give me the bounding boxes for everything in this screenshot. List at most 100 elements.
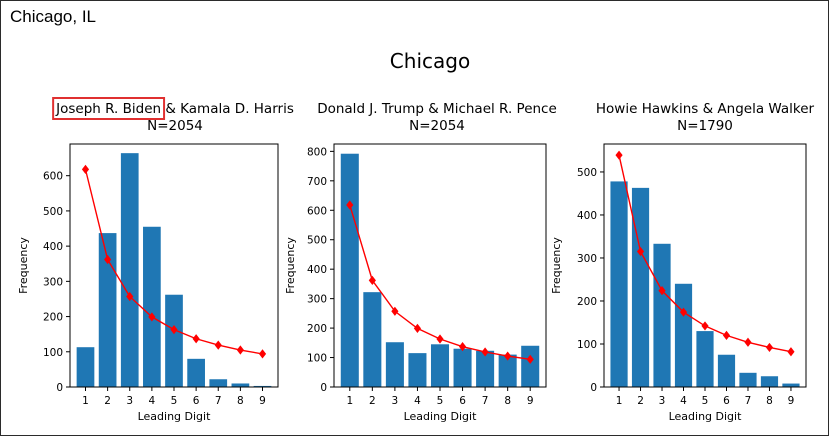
chart-3-bar-7 bbox=[739, 372, 757, 387]
chart-1-ytick-label-200: 200 bbox=[43, 312, 63, 324]
chart-1-ylabel: Frequency bbox=[17, 237, 30, 294]
chart-2-expected-marker-7 bbox=[481, 347, 489, 357]
chart-3-xtick-label-9: 9 bbox=[788, 395, 795, 407]
chart-2-bar-6 bbox=[453, 348, 472, 387]
chart-3-ytick-label-0: 0 bbox=[590, 382, 597, 394]
chart-2-ytick-label-0: 0 bbox=[320, 382, 327, 394]
chart-3-ytick-label-500: 500 bbox=[577, 167, 597, 179]
chart-1-title-highlight-box[interactable] bbox=[52, 97, 166, 120]
chart-2-bar-4 bbox=[408, 353, 427, 387]
chart-2-ytick-label-400: 400 bbox=[307, 264, 327, 276]
chart-2-expected-marker-2 bbox=[368, 275, 376, 285]
chart-2-xtick-label-2: 2 bbox=[369, 395, 376, 407]
chart-2-xtick-label-4: 4 bbox=[414, 395, 421, 407]
chart-3-ytick-label-400: 400 bbox=[577, 210, 597, 222]
chart-1-expected-marker-6 bbox=[192, 334, 200, 344]
chart-1-expected-marker-9 bbox=[258, 349, 267, 359]
chart-3-title: Howie Hawkins & Angela Walker bbox=[596, 101, 815, 117]
chart-1-xtick-label-9: 9 bbox=[259, 395, 266, 407]
chart-1-bar-4 bbox=[143, 226, 161, 387]
chart-2-ytick-label-300: 300 bbox=[307, 294, 327, 306]
chart-1-ytick-label-500: 500 bbox=[43, 206, 63, 218]
chart-3-expected-marker-4 bbox=[679, 307, 688, 317]
chart-2-bar-9 bbox=[521, 345, 540, 387]
chart-3-xtick-label-8: 8 bbox=[766, 395, 773, 407]
chart-3-xtick-label-5: 5 bbox=[702, 395, 709, 407]
chart-1-ytick-label-600: 600 bbox=[43, 171, 63, 183]
chart-1-xtick-label-6: 6 bbox=[193, 395, 200, 407]
chart-3-expected-marker-7 bbox=[744, 337, 752, 347]
chart-1-expected-marker-7 bbox=[214, 340, 222, 350]
chart-2-bar-3 bbox=[385, 342, 404, 387]
chart-1-ytick-label-400: 400 bbox=[43, 241, 63, 253]
chart-1-expected-marker-5 bbox=[170, 324, 178, 335]
chart-2-expected-marker-4 bbox=[413, 323, 422, 333]
chart-3-bar-1 bbox=[610, 181, 628, 387]
chart-3-xtick-label-1: 1 bbox=[616, 395, 623, 407]
chart-2-xtick-label-6: 6 bbox=[459, 395, 466, 407]
chart-3-expected-marker-9 bbox=[787, 347, 795, 357]
chart-3-bar-5 bbox=[696, 331, 714, 387]
chart-1-ytick-label-100: 100 bbox=[43, 347, 63, 359]
chart-2-bar-2 bbox=[363, 292, 382, 387]
chart-3-bar-3 bbox=[653, 243, 671, 387]
chart-1-xtick-label-7: 7 bbox=[215, 395, 222, 407]
chart-1-xtick-label-2: 2 bbox=[104, 395, 111, 407]
chart-2-xtick-label-7: 7 bbox=[482, 395, 489, 407]
chart-2-ytick-label-700: 700 bbox=[307, 176, 327, 188]
chart-3-xtick-label-7: 7 bbox=[745, 395, 752, 407]
chart-1-xtick-label-5: 5 bbox=[171, 395, 178, 407]
chart-1-ytick-label-300: 300 bbox=[43, 276, 63, 288]
chart-1-bar-5 bbox=[165, 294, 183, 387]
chart-1-expected-marker-2 bbox=[104, 254, 112, 265]
chart-3-expected-marker-5 bbox=[701, 321, 709, 331]
chart-2-xtick-label-1: 1 bbox=[346, 395, 353, 407]
chart-3-expected-marker-8 bbox=[765, 342, 774, 353]
chart-1-xlabel: Leading Digit bbox=[138, 410, 211, 423]
chart-2-bar-5 bbox=[430, 344, 450, 387]
chart-3-xtick-label-2: 2 bbox=[637, 395, 644, 407]
chart-1-xtick-label-4: 4 bbox=[149, 395, 156, 407]
chart-2-expected-marker-9 bbox=[526, 354, 534, 364]
chart-1-bar-9 bbox=[253, 385, 272, 387]
chart-3-ytick-label-100: 100 bbox=[577, 339, 597, 351]
chart-1-xtick-label-1: 1 bbox=[82, 395, 89, 407]
chart-1-bar-8 bbox=[231, 383, 250, 387]
location-label: Chicago, IL bbox=[10, 7, 96, 26]
chart-2-xtick-label-3: 3 bbox=[392, 395, 399, 407]
chart-3-expected-marker-3 bbox=[658, 286, 666, 296]
chart-1-subtitle: N=2054 bbox=[147, 118, 203, 134]
chart-3-ylabel: Frequency bbox=[550, 237, 563, 294]
chart-3-expected-marker-1 bbox=[615, 150, 623, 160]
chart-1-bar-7 bbox=[209, 379, 228, 387]
chart-3-xtick-label-6: 6 bbox=[723, 395, 730, 407]
chart-3-xtick-label-3: 3 bbox=[659, 395, 666, 407]
chart-3-expected-marker-6 bbox=[722, 330, 731, 340]
chart-2-xtick-label-9: 9 bbox=[527, 395, 534, 407]
chart-3-xtick-label-4: 4 bbox=[680, 395, 687, 407]
chart-2-subtitle: N=2054 bbox=[409, 118, 465, 134]
chart-3-ytick-label-200: 200 bbox=[577, 296, 597, 308]
chart-1-title: Joseph R. Biden & Kamala D. Harris bbox=[55, 101, 294, 117]
chart-3-bar-8 bbox=[760, 376, 779, 387]
chart-3-bar-6 bbox=[717, 354, 736, 387]
chart-2-expected-marker-1 bbox=[346, 200, 354, 210]
chart-1-bar-6 bbox=[187, 358, 205, 387]
chart-1-bar-3 bbox=[120, 153, 139, 387]
chart-2-ytick-label-100: 100 bbox=[307, 353, 327, 365]
chart-1-xtick-label-3: 3 bbox=[126, 395, 133, 407]
figure-suptitle: Chicago bbox=[390, 49, 470, 73]
chart-3-bar-9 bbox=[782, 383, 800, 387]
chart-2-expected-marker-8 bbox=[504, 351, 512, 361]
chart-2-ytick-label-500: 500 bbox=[307, 235, 327, 247]
chart-3-xlabel: Leading Digit bbox=[669, 410, 742, 423]
chart-3-subtitle: N=1790 bbox=[677, 118, 733, 134]
chart-2-xtick-label-5: 5 bbox=[437, 395, 444, 407]
chart-3-ytick-label-300: 300 bbox=[577, 253, 597, 265]
chart-1-ytick-label-0: 0 bbox=[56, 382, 63, 394]
chart-1-expected-marker-1 bbox=[81, 164, 90, 174]
chart-2-expected-marker-6 bbox=[458, 342, 467, 352]
chart-2-bar-1 bbox=[340, 153, 359, 387]
chart-2-expected-marker-3 bbox=[391, 306, 399, 316]
